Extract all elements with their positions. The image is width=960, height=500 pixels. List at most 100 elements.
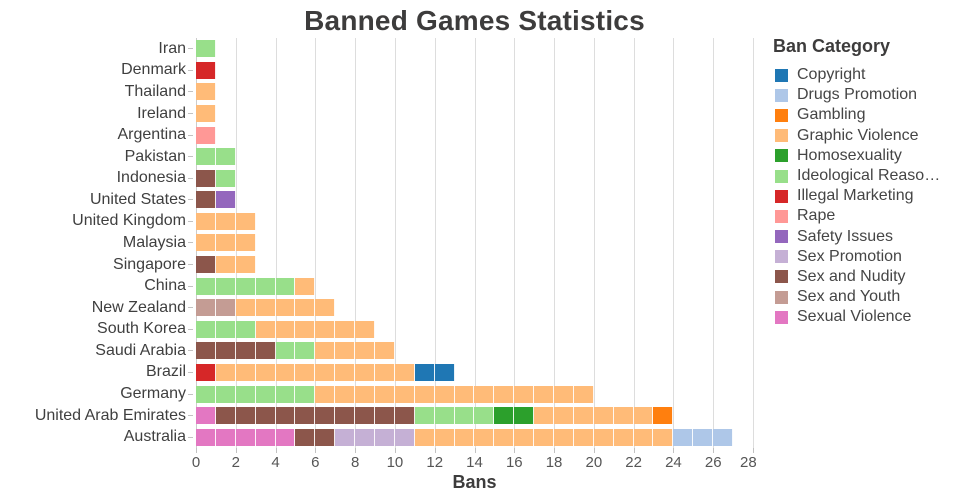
bar-track <box>196 407 674 425</box>
legend-label: Sex and Youth <box>797 288 901 306</box>
gridline <box>713 38 715 448</box>
x-tick-label: 18 <box>545 454 563 471</box>
bar-track <box>196 148 236 166</box>
x-axis-tick <box>275 448 277 453</box>
bar-segment-cell <box>315 363 336 381</box>
x-tick-label: 10 <box>386 454 404 471</box>
gridline <box>434 38 436 448</box>
y-axis-tick <box>188 371 193 373</box>
chart-title: Banned Games Statistics <box>304 5 645 36</box>
bar-segment-cell <box>514 428 535 446</box>
bar-segment-cell <box>693 428 714 446</box>
y-axis-tick <box>188 307 193 309</box>
bar-segment-cell <box>295 277 316 295</box>
bar-segment-cell <box>275 428 296 446</box>
bar-segment-cell <box>474 407 495 425</box>
y-axis-tick <box>188 242 193 244</box>
y-axis-label: Thailand <box>124 82 186 100</box>
bar-track <box>196 61 216 79</box>
bar-segment-cell <box>375 385 395 403</box>
y-axis-label: United Arab Emirates <box>34 406 186 424</box>
y-axis-tick <box>188 48 193 50</box>
chart-row: South Korea <box>0 319 753 341</box>
chart-row: United Arab Emirates <box>0 405 753 427</box>
x-axis-tick <box>554 448 556 453</box>
bar-segment-cell <box>215 299 236 317</box>
bar-segment-cell <box>494 428 515 446</box>
bar-segment-cell <box>196 234 216 252</box>
bar-segment-cell <box>414 363 435 381</box>
bar-rows: Iran Denmark Thailand Ireland Argentina Pakis… <box>0 38 753 448</box>
legend-item: Graphic Violence <box>773 126 958 146</box>
legend-item: Illegal Marketing <box>773 186 958 206</box>
legend-swatch <box>775 250 788 264</box>
bar-segment-cell <box>196 169 216 187</box>
legend-label: Illegal Marketing <box>797 187 914 205</box>
bar-segment-cell <box>235 428 256 446</box>
chart-row: Argentina <box>0 124 753 146</box>
bar-segment-cell <box>215 169 236 187</box>
bar-segment-cell <box>295 299 316 317</box>
bar-segment-cell <box>295 385 316 403</box>
bar-segment-cell <box>573 428 594 446</box>
bar-track <box>196 169 236 187</box>
y-axis-tick <box>188 91 193 93</box>
bar-segment-cell <box>196 126 216 144</box>
bar-segment-cell <box>196 256 216 274</box>
bar-segment-cell <box>215 277 236 295</box>
x-axis: 0 2 4 6 8 10 12 14 16 18 20 22 24 26 28 <box>0 448 960 500</box>
bar-segment-cell <box>215 148 236 166</box>
y-axis-label: China <box>144 277 186 295</box>
bar-segment-cell <box>394 363 415 381</box>
gridline <box>554 38 556 448</box>
bar-segment-cell <box>335 385 356 403</box>
bar-segment-cell <box>315 342 336 360</box>
bar-segment-cell <box>554 428 574 446</box>
x-tick-label: 6 <box>311 454 320 471</box>
bar-track <box>196 428 734 446</box>
y-axis-label: Saudi Arabia <box>95 341 186 359</box>
bar-segment-cell <box>235 234 256 252</box>
x-tick-label: 22 <box>625 454 642 471</box>
bar-segment-cell <box>215 428 236 446</box>
legend-label: Homosexuality <box>797 146 902 164</box>
bar-segment-cell <box>653 428 674 446</box>
x-axis-tick <box>434 448 436 453</box>
bar-segment-cell <box>196 83 216 101</box>
bar-segment-cell <box>593 407 614 425</box>
bar-segment-cell <box>255 342 276 360</box>
bar-segment-cell <box>196 299 216 317</box>
chart-row: Germany <box>0 383 753 405</box>
legend-item: Sex and Youth <box>773 287 958 307</box>
bar-segment-cell <box>215 407 236 425</box>
chart-row: Indonesia <box>0 167 753 189</box>
x-axis-tick <box>753 448 754 453</box>
bar-segment-cell <box>295 320 316 338</box>
bar-segment-cell <box>653 407 674 425</box>
bar-track <box>196 212 256 230</box>
bar-segment-cell <box>255 407 276 425</box>
bar-track <box>196 342 395 360</box>
y-axis-tick <box>188 436 193 438</box>
bar-segment-cell <box>335 407 356 425</box>
y-axis-label: Australia <box>123 428 186 446</box>
bar-track <box>196 299 336 317</box>
legend-swatch <box>775 189 788 203</box>
bar-segment-cell <box>573 407 594 425</box>
legend-swatch <box>775 169 788 183</box>
bar-segment-cell <box>534 428 555 446</box>
x-axis-tick <box>235 448 237 453</box>
legend-label: Rape <box>797 207 836 225</box>
x-axis-tick <box>514 448 516 453</box>
bar-segment-cell <box>633 428 654 446</box>
bar-segment-cell <box>713 428 734 446</box>
bar-segment-cell <box>255 385 276 403</box>
bar-segment-cell <box>275 277 296 295</box>
x-tick-label: 16 <box>505 454 523 471</box>
chart-row: Brazil <box>0 362 753 384</box>
bar-segment-cell <box>196 148 216 166</box>
y-axis-label: Ireland <box>137 104 186 122</box>
legend-swatch <box>775 290 788 304</box>
x-tick-label: 20 <box>585 454 603 471</box>
